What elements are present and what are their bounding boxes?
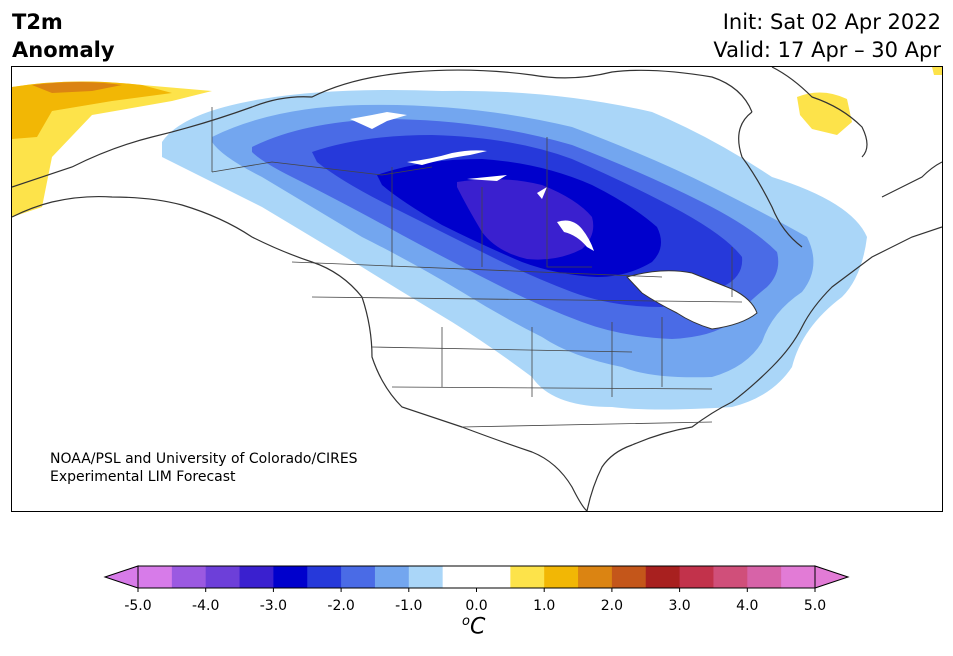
colorbar-tick-label: -4.0: [192, 598, 219, 614]
colorbar-segment: [138, 566, 173, 588]
colorbar-tick-label: 3.0: [668, 598, 690, 614]
colorbar-unit: oC: [462, 614, 485, 639]
colorbar-tick-label: 5.0: [804, 598, 826, 614]
colorbar-segment: [645, 566, 681, 588]
colorbar-segment: [442, 566, 477, 588]
colorbar-segment: [374, 566, 410, 588]
init-date: Init: Sat 02 Apr 2022: [722, 10, 941, 34]
great-lakes: [626, 270, 758, 330]
colorbar-segment: [239, 566, 274, 588]
colorbar-segment: [341, 566, 376, 588]
valid-range: Valid: 17 Apr – 30 Apr: [713, 38, 941, 62]
colorbar-tick-label: -1.0: [395, 598, 422, 614]
warm-contour-nw-3: [32, 82, 122, 93]
colorbar-tick-label: 2.0: [601, 598, 623, 614]
colorbar-segment: [408, 566, 444, 588]
great-bear-lake: [350, 112, 407, 129]
political-borders: [211, 107, 743, 428]
credit-line-2: Experimental LIM Forecast: [50, 469, 236, 485]
colorbar-segment: [747, 566, 782, 588]
warm-contour-ne: [797, 92, 852, 135]
colorbar-segment: [679, 566, 714, 588]
colorbar-segment: [713, 566, 748, 588]
map-credit: NOAA/PSL and University of Colorado/CIRE…: [50, 450, 358, 486]
colorbar-segment: [781, 566, 816, 588]
map-title: T2m Anomaly: [12, 8, 115, 64]
cold-contour-6: [457, 179, 594, 260]
colorbar-segment: [544, 566, 579, 588]
lake-athabasca: [467, 175, 507, 181]
credit-line-1: NOAA/PSL and University of Colorado/CIRE…: [50, 451, 358, 467]
warm-contour-corner: [932, 67, 942, 75]
great-slave-lake: [407, 150, 487, 165]
warm-contour-nw-1: [12, 81, 212, 217]
colorbar-tick-label: 4.0: [736, 598, 758, 614]
warm-contour-nw-2: [12, 81, 172, 139]
colorbar-segments: [138, 566, 816, 588]
colorbar-segment: [171, 566, 207, 588]
colorbar-over-arrow: [814, 565, 850, 589]
colorbar-segment: [476, 566, 511, 588]
lake-winnipeg-small: [537, 187, 547, 199]
map-panel: NOAA/PSL and University of Colorado/CIRE…: [11, 66, 943, 512]
colorbar-segment: [205, 566, 241, 588]
colorbar-segment: [611, 566, 647, 588]
colorbar: -5.0 -4.0 -3.0 -2.0 -1.0 0.0 1.0 2.0 3.0 4.0 5.0: [103, 565, 850, 614]
colorbar-tick-label: 0.0: [465, 598, 487, 614]
lake-winnipeg: [557, 220, 594, 251]
colorbar-segment: [510, 566, 545, 588]
coastlines: [12, 67, 942, 511]
colorbar-segment: [307, 566, 342, 588]
colorbar-tick-label: 1.0: [533, 598, 555, 614]
title-line-2: Anomaly: [12, 38, 115, 62]
forecast-dates: Init: Sat 02 Apr 2022 Valid: 17 Apr – 30…: [713, 8, 941, 64]
colorbar-tick-label: -2.0: [327, 598, 354, 614]
colorbar-tick-label: -3.0: [260, 598, 287, 614]
colorbar-segment: [578, 566, 613, 588]
anomaly-map: [12, 67, 942, 511]
colorbar-ticks: -5.0 -4.0 -3.0 -2.0 -1.0 0.0 1.0 2.0 3.0 4.0 5.0: [124, 588, 826, 614]
unit-base: C: [469, 614, 486, 640]
colorbar-under-arrow: [103, 565, 139, 589]
title-line-1: T2m: [12, 10, 63, 34]
colorbar-tick-label: -5.0: [124, 598, 151, 614]
degree-sup: o: [462, 614, 470, 629]
colorbar-segment: [273, 566, 308, 588]
